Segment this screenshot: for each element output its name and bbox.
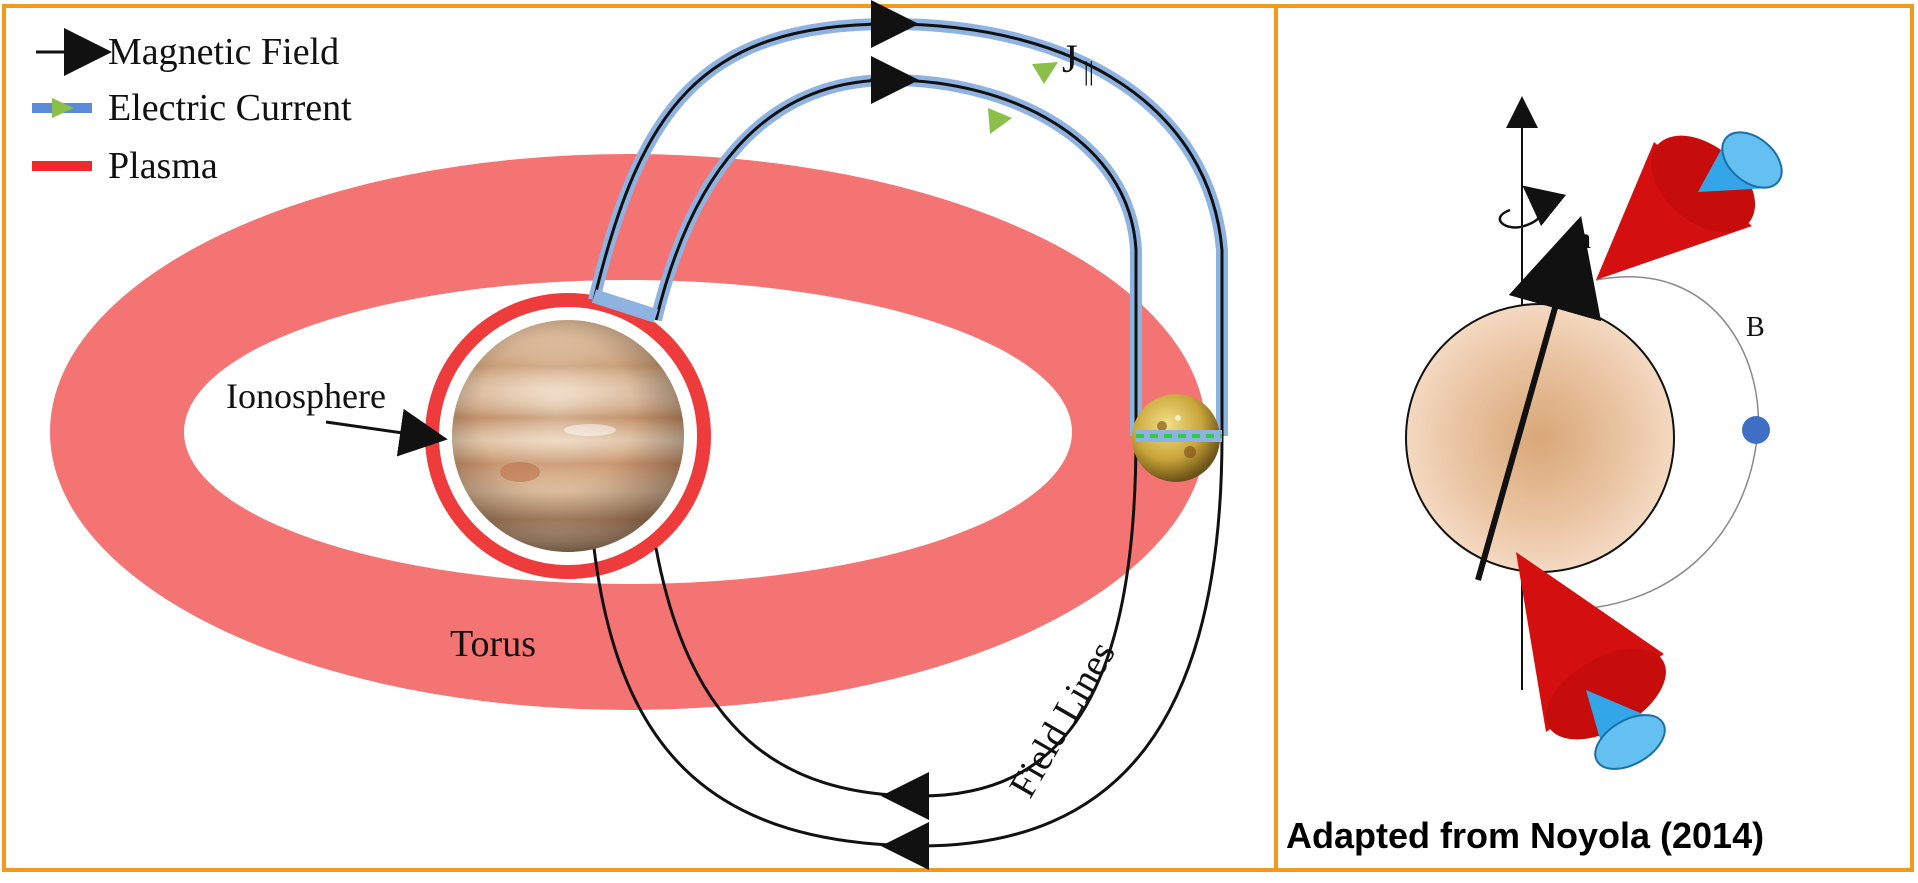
orbit-line	[1559, 276, 1760, 611]
legend-label-magnetic-field: Magnetic Field	[108, 31, 339, 73]
current-arrow-upper	[1032, 62, 1058, 84]
legend-label-plasma: Plasma	[108, 145, 218, 187]
legend: Magnetic Field Electric Current Plasma	[32, 28, 352, 187]
jupiter-io-panel	[2, 4, 1278, 872]
pulsar-diagram: m B	[1405, 96, 1783, 770]
upper-field-lines	[588, 0, 1228, 436]
current-arrow-lower	[988, 108, 1012, 134]
lower-field-lines	[592, 435, 1224, 870]
companion-dot	[1742, 416, 1770, 444]
moment-label: m	[1566, 222, 1591, 255]
legend-electric-current: Electric Current	[32, 87, 352, 129]
current-label: J ||	[1062, 36, 1094, 86]
current-label-subscript: ||	[1084, 57, 1094, 86]
upper-beam	[1596, 131, 1783, 280]
current-label-symbol: J	[1062, 36, 1078, 81]
pulsar-panel	[1278, 4, 1914, 872]
neutron-star	[1405, 303, 1675, 573]
ionosphere-pointer	[325, 408, 448, 457]
legend-label-electric-current: Electric Current	[108, 87, 352, 129]
jupiter-planet	[452, 320, 684, 552]
b-label: B	[1746, 312, 1765, 343]
ionosphere-label: Ionosphere	[226, 376, 386, 416]
legend-plasma: Plasma	[32, 145, 218, 187]
legend-magnetic-field: Magnetic Field	[36, 28, 339, 76]
io-moon	[1132, 394, 1222, 482]
magnetic-moment-arrow	[1475, 215, 1602, 581]
plasma-torus	[50, 154, 1206, 710]
source-caption: Adapted from Noyola (2014)	[1286, 815, 1764, 856]
lower-beam	[1516, 552, 1666, 770]
field-lines-label: Field Lines	[1001, 635, 1123, 805]
torus-label: Torus	[450, 623, 536, 665]
